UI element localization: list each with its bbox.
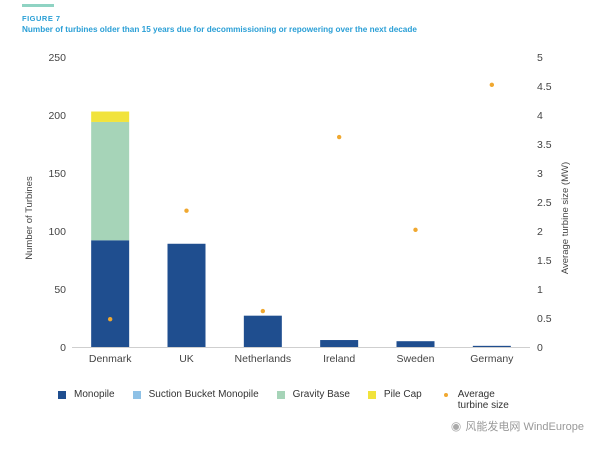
legend-label-line1: Average [457,389,495,400]
legend-item-gravity-base: Gravity Base [276,389,350,400]
legend-label-line2: turbine size [457,400,509,411]
average-turbine-size-point [413,227,418,233]
bar-segment-monopile [91,240,130,347]
legend-item-pile-cap: Pile Cap [367,389,422,400]
x-tick-label: Ireland [323,353,355,365]
wechat-icon: ◉ [450,419,462,433]
average-turbine-size-point [489,82,495,88]
average-turbine-size-point [336,134,342,140]
x-tick-label: Netherlands [235,353,292,365]
legend-swatch [367,391,376,399]
bar-segment-monopile [396,341,435,347]
y2-tick-label: 4.5 [537,81,552,93]
legend-dot [443,393,448,397]
legend-swatch [276,391,285,399]
legend-item-average-turbine-size: Average turbine size [440,389,509,411]
watermark-text: 风能发电网 WindEurope [465,421,584,433]
x-tick-label: Germany [470,353,514,365]
bar-segment-monopile [472,345,511,347]
legend-item-suction-bucket: Suction Bucket Monopile [132,389,259,400]
chart-legend: Monopile Suction Bucket Monopile Gravity… [58,389,527,411]
legend-swatch [132,391,141,399]
y2-tick-label: 3 [537,168,543,180]
y2-tick-label: 5 [537,52,543,64]
y2-tick-label: 2.5 [537,197,552,209]
y2-axis-label: Average turbine size (MW) [560,162,571,274]
y-tick-label: 0 [60,342,66,354]
bar-segment-pile-cap [91,111,130,122]
y-tick-label: 200 [48,110,66,122]
y2-tick-label: 4 [537,110,543,122]
x-tick-label: Denmark [89,353,132,365]
legend-label: Pile Cap [383,389,422,400]
legend-item-monopile: Monopile [58,389,115,400]
y2-tick-label: 0.5 [537,313,552,325]
average-turbine-size-point [184,208,189,213]
y2-tick-label: 1.5 [537,255,552,267]
top-accent-rule [22,4,54,7]
y2-tick-label: 2 [537,226,543,238]
y2-tick-label: 0 [537,342,543,354]
legend-label: Monopile [74,389,115,400]
average-turbine-size-point [107,316,113,322]
x-tick-label: UK [179,353,194,365]
legend-label: Suction Bucket Monopile [148,389,259,400]
bar-segment-monopile [167,243,206,347]
bar-segment-monopile [320,340,359,347]
y-tick-label: 50 [54,284,66,296]
bar-segment-gravity-base [91,121,130,241]
y-axis-label: Number of Turbines [24,176,35,260]
bar-segment-monopile [243,315,282,347]
figure-title: Number of turbines older than 15 years d… [22,25,417,34]
legend-label: Gravity Base [292,389,350,400]
y2-tick-label: 3.5 [537,139,552,151]
legend-swatch [58,391,66,399]
figure-label: FIGURE 7 [22,14,61,23]
y-tick-label: 100 [48,226,66,238]
y2-tick-label: 1 [537,284,543,296]
legend-label: Average turbine size [458,389,509,411]
y-tick-label: 250 [48,52,66,64]
average-turbine-size-point [260,308,266,314]
watermark: ◉ 风能发电网 WindEurope [451,418,584,434]
y-tick-label: 150 [48,168,66,180]
x-tick-label: Sweden [397,353,435,365]
